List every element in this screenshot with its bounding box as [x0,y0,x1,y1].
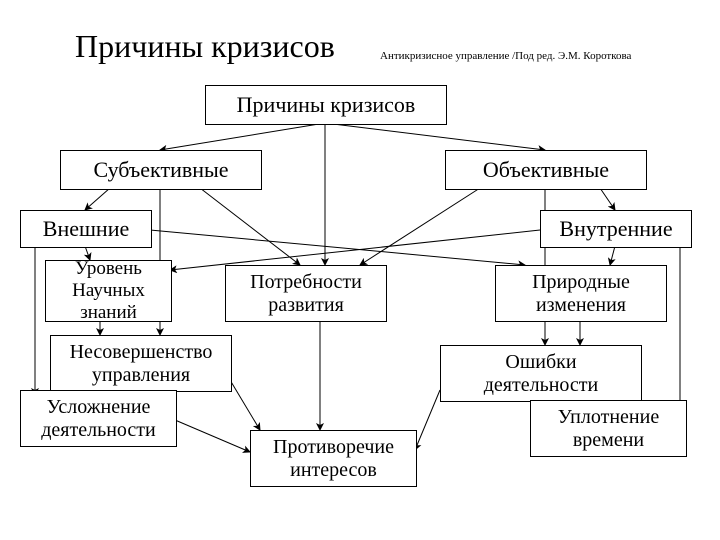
diagram-stage: Причины кризисов Антикризисное управлени… [0,0,720,540]
node-complexity: Усложнение деятельности [20,390,177,447]
node-conflict: Противоречие интересов [250,430,417,487]
page-title: Причины кризисов [75,28,335,65]
node-time: Уплотнение времени [530,400,687,457]
node-external: Внешние [20,210,152,248]
node-needs: Потребности развития [225,265,387,322]
node-subjective: Субъективные [60,150,262,190]
node-science: Уровень Научных знаний [45,260,172,322]
node-errors: Ошибки деятельности [440,345,642,402]
node-mismanage: Несовершенство управления [50,335,232,392]
node-root: Причины кризисов [205,85,447,125]
node-nature: Природные изменения [495,265,667,322]
page-subtitle: Антикризисное управление /Под ред. Э.М. … [380,50,631,62]
node-objective: Объективные [445,150,647,190]
node-internal: Внутренние [540,210,692,248]
